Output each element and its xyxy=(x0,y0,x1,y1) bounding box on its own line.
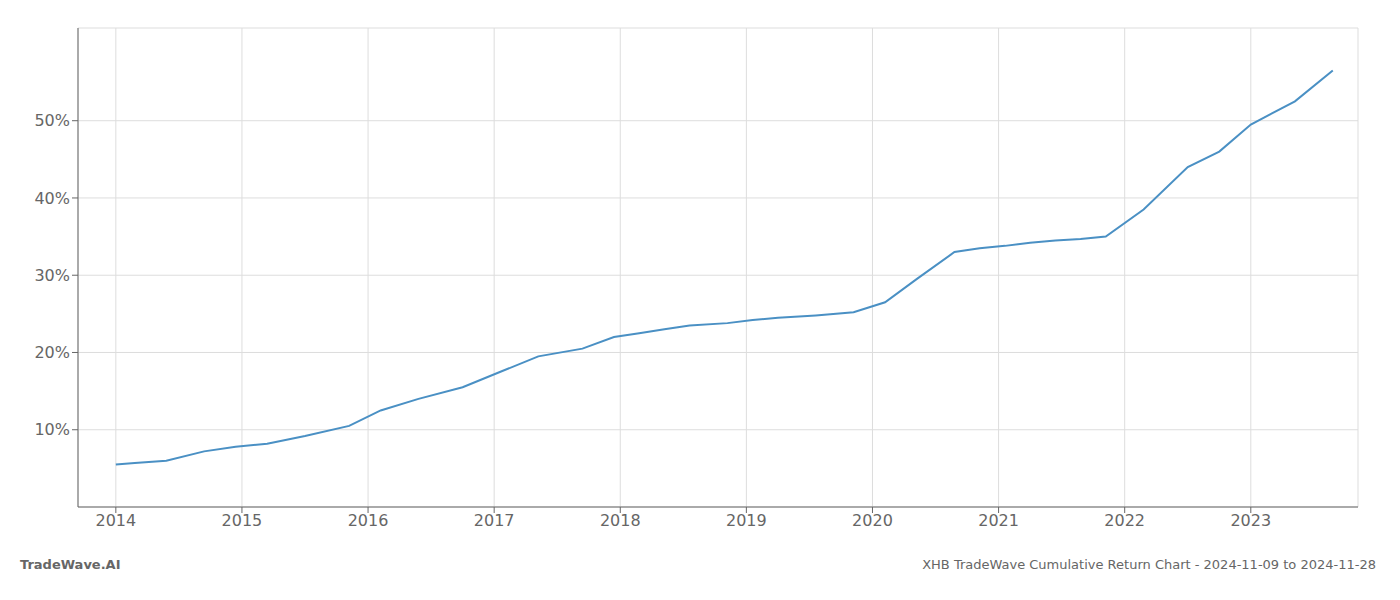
html-text:XHB TradeWave Cumulative Retur: XHB TradeWave Cumulative Return Chart - … xyxy=(922,557,1376,572)
svg-text:2018: 2018 xyxy=(600,511,641,530)
svg-text:2016: 2016 xyxy=(348,511,389,530)
svg-text:2015: 2015 xyxy=(222,511,263,530)
svg-text:2017: 2017 xyxy=(474,511,515,530)
svg-text:20%: 20% xyxy=(34,343,70,362)
html-text:TradeWave.AI: TradeWave.AI xyxy=(20,557,121,572)
svg-text:50%: 50% xyxy=(34,111,70,130)
svg-text:2020: 2020 xyxy=(852,511,893,530)
svg-text:30%: 30% xyxy=(34,266,70,285)
svg-text:2014: 2014 xyxy=(95,511,136,530)
svg-text:2019: 2019 xyxy=(726,511,767,530)
svg-text:2023: 2023 xyxy=(1230,511,1271,530)
svg-text:2021: 2021 xyxy=(978,511,1019,530)
svg-text:40%: 40% xyxy=(34,189,70,208)
svg-text:10%: 10% xyxy=(34,420,70,439)
svg-text:2022: 2022 xyxy=(1104,511,1145,530)
